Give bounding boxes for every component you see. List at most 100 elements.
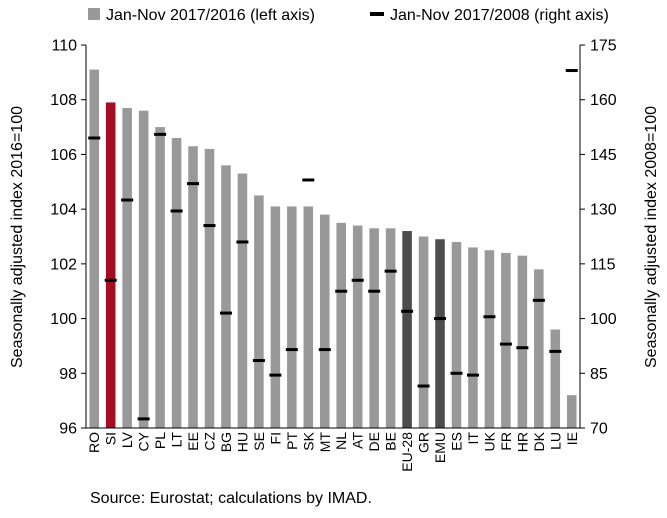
marker-ie xyxy=(565,69,578,73)
bar-se xyxy=(254,195,264,428)
category-label-bg: BG xyxy=(218,432,234,452)
marker-lu xyxy=(549,349,562,353)
bar-pt xyxy=(287,206,297,428)
left-tick-label: 98 xyxy=(59,366,77,383)
marker-be xyxy=(384,269,397,273)
bar-dk xyxy=(534,269,544,428)
category-label-de: DE xyxy=(366,432,382,451)
left-tick-label: 106 xyxy=(50,147,77,164)
left-tick-label: 110 xyxy=(51,38,77,55)
left-axis-title: Seasonally adjusted index 2016=100 xyxy=(9,106,26,368)
bar-fi xyxy=(270,206,281,428)
bar-emu xyxy=(435,239,445,428)
category-label-dk: DK xyxy=(531,431,547,451)
legend-swatch-markers xyxy=(370,12,384,16)
category-label-fi: FI xyxy=(267,432,283,444)
marker-emu xyxy=(434,317,447,321)
bar-it xyxy=(468,247,478,428)
marker-ro xyxy=(88,136,101,140)
category-label-ee: EE xyxy=(185,432,201,451)
left-tick-label: 108 xyxy=(50,92,77,109)
category-label-lt: LT xyxy=(169,432,185,448)
bar-eu-28 xyxy=(402,231,412,428)
marker-uk xyxy=(483,315,496,319)
bar-fr xyxy=(501,252,511,428)
marker-cz xyxy=(203,224,216,228)
category-label-ro: RO xyxy=(86,432,102,453)
category-label-si: SI xyxy=(103,432,119,445)
category-label-nl: NL xyxy=(333,432,349,450)
marker-cy xyxy=(137,417,150,421)
legend: Jan-Nov 2017/2016 (left axis) Jan-Nov 20… xyxy=(88,7,609,24)
marker-hu xyxy=(236,240,249,244)
bar-ee xyxy=(188,146,198,428)
bar-group xyxy=(89,69,577,429)
marker-pl xyxy=(154,132,167,136)
left-tick-label: 102 xyxy=(50,256,77,273)
bar-ro xyxy=(89,69,100,429)
right-axis-title: Seasonally adjusted index 2008=100 xyxy=(643,106,660,368)
bar-hr xyxy=(517,255,528,428)
category-label-eu-28: EU-28 xyxy=(399,432,415,472)
category-label-be: BE xyxy=(383,432,399,451)
right-tick-label: 70 xyxy=(590,421,608,438)
marker-fr xyxy=(499,342,512,346)
bar-cy xyxy=(138,110,149,428)
bar-de xyxy=(369,228,379,428)
bar-ie xyxy=(566,395,577,428)
left-tick-label: 100 xyxy=(50,311,77,328)
bar-lv xyxy=(122,107,132,429)
legend-swatch-bars xyxy=(88,8,100,20)
right-tick-label: 85 xyxy=(590,366,608,383)
bar-cz xyxy=(204,148,215,428)
category-label-pt: PT xyxy=(284,432,300,450)
marker-lt xyxy=(170,209,183,213)
category-label-emu: EMU xyxy=(432,432,448,463)
bar-nl xyxy=(336,222,347,428)
bar-at xyxy=(352,225,363,428)
category-label-ie: IE xyxy=(564,432,580,445)
category-label-es: ES xyxy=(449,432,465,451)
left-tick-label: 104 xyxy=(50,202,77,219)
category-label-cz: CZ xyxy=(202,432,218,451)
category-label-hu: HU xyxy=(234,432,250,452)
category-label-lv: LV xyxy=(119,431,135,448)
right-tick-label: 130 xyxy=(590,202,617,219)
source-note: Source: Eurostat; calculations by IMAD. xyxy=(90,490,372,507)
right-tick-label: 100 xyxy=(590,311,617,328)
bar-bg xyxy=(221,165,231,428)
category-label-hr: HR xyxy=(514,432,530,452)
right-tick-label: 160 xyxy=(590,92,617,109)
left-tick-label: 96 xyxy=(59,421,77,438)
bar-lu xyxy=(550,329,561,428)
marker-nl xyxy=(335,289,348,293)
marker-se xyxy=(252,359,265,363)
marker-it xyxy=(466,373,479,377)
category-label-at: AT xyxy=(350,432,366,449)
legend-label-markers: Jan-Nov 2017/2008 (right axis) xyxy=(390,7,609,24)
bar-uk xyxy=(484,250,495,428)
marker-fi xyxy=(269,373,282,377)
bar-lt xyxy=(171,138,182,428)
left-tick-labels: 96 98 100 102 104 106 108 110 xyxy=(50,38,77,438)
marker-es xyxy=(450,371,463,375)
category-label-cy: CY xyxy=(136,431,152,451)
marker-group xyxy=(88,69,578,421)
marker-gr xyxy=(417,384,430,388)
right-tick-label: 115 xyxy=(590,256,616,273)
marker-lv xyxy=(121,198,134,202)
category-label-sk: SK xyxy=(300,431,316,450)
right-tick-label: 145 xyxy=(590,147,617,164)
marker-si xyxy=(104,278,117,282)
category-label-pl: PL xyxy=(152,432,168,449)
axes xyxy=(81,44,585,429)
category-label-uk: UK xyxy=(481,431,497,451)
marker-hr xyxy=(516,346,529,350)
bar-si xyxy=(105,102,116,428)
category-label-lu: LU xyxy=(547,432,563,450)
marker-at xyxy=(351,278,364,282)
bar-mt xyxy=(319,214,330,428)
bar-es xyxy=(451,241,462,428)
marker-pt xyxy=(285,348,298,352)
